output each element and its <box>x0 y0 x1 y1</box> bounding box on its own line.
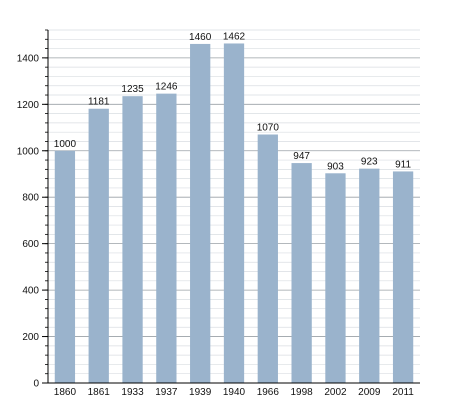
data-labels: 1000 1860 1181 1861 1235 1933 1246 1937 1460 1939… <box>54 31 414 398</box>
x-tick-label-1998: 1998 <box>291 387 314 398</box>
x-tick-label-2009: 2009 <box>358 387 381 398</box>
x-tick-label-2011: 2011 <box>392 387 414 398</box>
bar-1940 <box>223 43 245 384</box>
y-tick-label: 600 <box>22 239 39 250</box>
y-tick-label: 200 <box>22 332 39 343</box>
data-label-1940: 1462 <box>223 31 246 42</box>
data-label-2002: 903 <box>327 161 344 172</box>
y-tick-label: 1200 <box>17 100 40 111</box>
bar-1933 <box>122 96 143 383</box>
data-label-1998: 947 <box>293 151 310 162</box>
data-label-1937: 1246 <box>155 82 178 93</box>
data-label-1860: 1000 <box>54 139 77 150</box>
data-label-1933: 1235 <box>121 84 144 95</box>
x-tick-label-1933: 1933 <box>121 387 144 398</box>
data-label-1939: 1460 <box>189 32 212 43</box>
x-tick-label-1940: 1940 <box>223 387 246 398</box>
x-tick-label-1939: 1939 <box>189 387 212 398</box>
bar-1937 <box>156 93 177 383</box>
x-tick-label-1937: 1937 <box>155 387 178 398</box>
y-tick-label: 1000 <box>17 146 40 157</box>
axes: 0 200 400 600 800 1000 1200 1400 <box>17 29 420 390</box>
data-label-2011: 911 <box>395 159 411 170</box>
bar-2009 <box>359 168 380 383</box>
y-tick-label: 0 <box>33 379 39 390</box>
y-tick-label: 1400 <box>17 53 40 64</box>
bar-2002 <box>325 173 346 383</box>
bar-1966 <box>257 134 278 383</box>
x-tick-label-2002: 2002 <box>324 387 347 398</box>
bar-1939 <box>190 43 211 384</box>
x-tick-label-1860: 1860 <box>54 387 77 398</box>
bar-2011 <box>392 171 414 383</box>
data-label-1861: 1181 <box>88 97 110 108</box>
bars <box>54 43 414 384</box>
x-tick-label-1861: 1861 <box>88 387 111 398</box>
x-tick-label-1966: 1966 <box>257 387 280 398</box>
bar-1860 <box>54 150 76 383</box>
bar-1861 <box>88 108 109 384</box>
y-tick-label: 800 <box>22 193 39 204</box>
data-label-2009: 923 <box>361 157 378 168</box>
y-tick-label: 400 <box>22 286 39 297</box>
data-label-1966: 1070 <box>257 123 280 134</box>
bar-1998 <box>291 163 312 383</box>
